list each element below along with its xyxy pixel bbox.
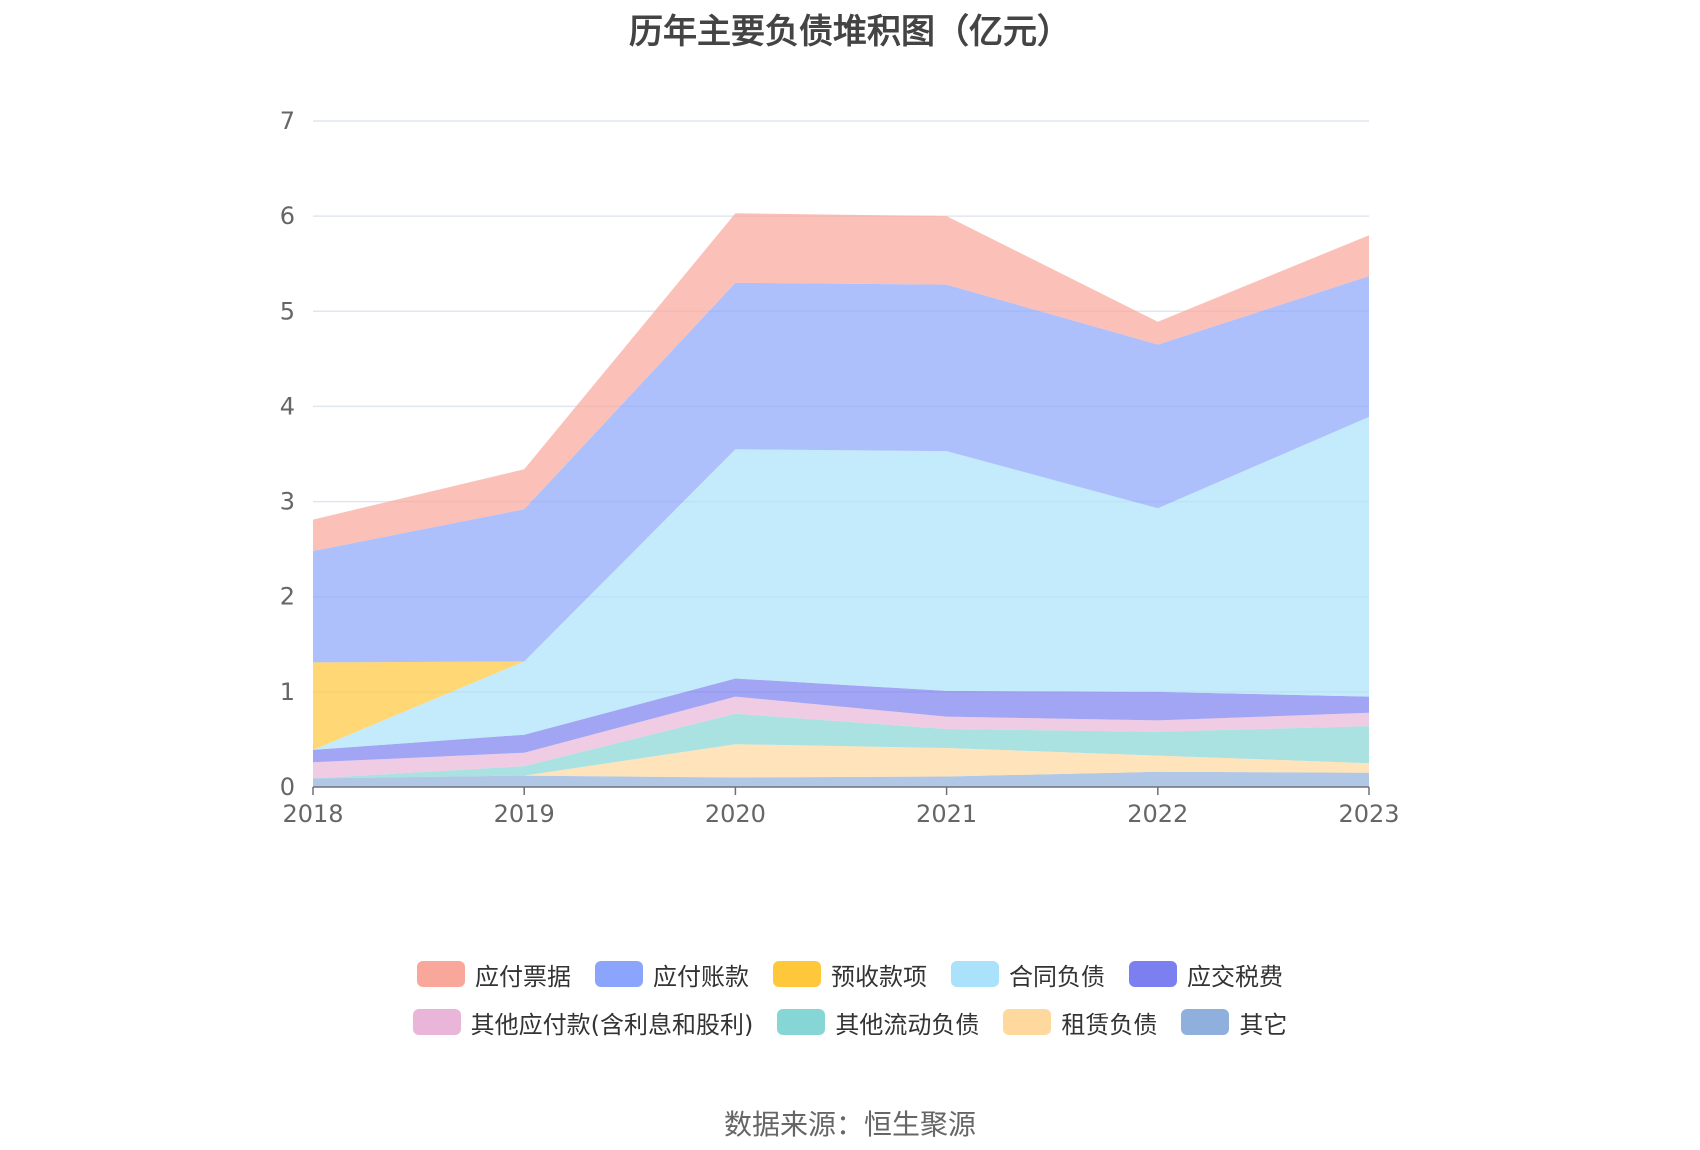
area-series-7: [313, 276, 1369, 663]
legend-swatch-icon: [412, 1009, 461, 1035]
area-series-8: [313, 213, 1369, 552]
y-tick-label: 0: [280, 773, 295, 801]
y-tick-label: 7: [280, 107, 295, 135]
legend-label: 租赁负债: [1061, 1010, 1158, 1039]
legend-swatch-icon: [595, 961, 643, 987]
x-tick-label: 2021: [916, 800, 977, 828]
legend-row: 应付票据 应付账款 预收款项 合同负债 应交税费: [0, 950, 1700, 998]
legend-row: 其他应付款(含利息和股利) 其他流动负债 租赁负债 其它: [0, 998, 1700, 1046]
legend-swatch-icon: [951, 961, 999, 987]
legend-swatch-icon: [1181, 1009, 1230, 1035]
area-series-4: [313, 678, 1369, 763]
legend-label: 其他应付款(含利息和股利): [470, 1010, 754, 1039]
legend-item[interactable]: 应交税费: [1129, 957, 1283, 992]
legend-swatch-icon: [417, 961, 465, 987]
x-tick-label: 2022: [1127, 800, 1188, 828]
legend-item[interactable]: 合同负债: [951, 957, 1105, 992]
y-tick-label: 4: [280, 392, 295, 420]
legend-item[interactable]: 其他流动负债: [777, 1005, 979, 1040]
legend-label: 应付账款: [653, 962, 749, 991]
area-series: [313, 213, 1369, 787]
legend: 应付票据 应付账款 预收款项 合同负债 应交税费其他应付款(含利息和股利) 其他流动负债 租…: [0, 950, 1700, 1046]
legend-label: 预收款项: [831, 962, 927, 991]
legend-label: 其他流动负债: [835, 1010, 980, 1039]
legend-item[interactable]: 应付账款: [595, 957, 749, 992]
y-tick-label: 1: [280, 678, 295, 706]
legend-item[interactable]: 其它: [1181, 1005, 1287, 1040]
legend-label: 合同负债: [1009, 962, 1105, 991]
legend-item[interactable]: 租赁负债: [1003, 1005, 1157, 1040]
x-tick-label: 2019: [494, 800, 555, 828]
x-tick-label: 2020: [705, 800, 766, 828]
legend-item[interactable]: 其他应付款(含利息和股利): [412, 1005, 754, 1040]
area-series-0: [313, 771, 1369, 787]
legend-swatch-icon: [1003, 1009, 1052, 1035]
area-series-3: [313, 696, 1369, 779]
legend-label: 应交税费: [1187, 962, 1283, 991]
axes: 0 1 2 3 4 5 6 7 2018 2019 2020 2021 2022 2023: [280, 107, 1400, 828]
area-series-1: [313, 744, 1369, 779]
legend-item[interactable]: 预收款项: [773, 957, 927, 992]
legend-label: 应付票据: [475, 962, 571, 991]
chart-title: 历年主要负债堆积图（亿元）: [629, 12, 1071, 52]
y-tick-label: 5: [280, 297, 295, 325]
legend-item[interactable]: 应付票据: [417, 957, 571, 992]
data-source-note: 数据来源：恒生聚源: [723, 1108, 976, 1141]
legend-swatch-icon: [1129, 961, 1177, 987]
x-tick-label: 2023: [1338, 800, 1399, 828]
x-tick-label: 2018: [282, 800, 343, 828]
y-tick-label: 2: [280, 583, 295, 611]
legend-swatch-icon: [777, 1009, 826, 1035]
legend-swatch-icon: [773, 961, 821, 987]
y-tick-label: 3: [280, 488, 295, 516]
area-series-5: [313, 416, 1369, 750]
y-tick-label: 6: [280, 202, 295, 230]
area-series-2: [313, 713, 1369, 779]
legend-label: 其它: [1239, 1010, 1288, 1039]
